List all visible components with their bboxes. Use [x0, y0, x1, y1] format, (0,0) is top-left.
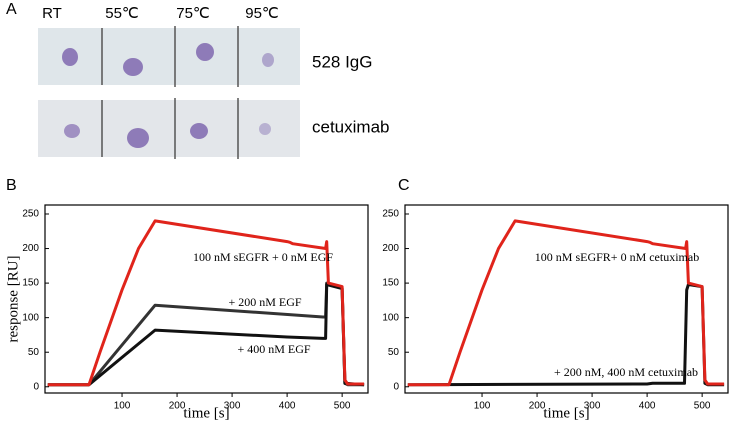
panel-label: C [398, 177, 410, 194]
y-tick-label: 100 [22, 312, 39, 323]
y-tick-label: 0 [393, 381, 399, 392]
y-tick-label: 50 [28, 347, 40, 358]
data-line [47, 219, 365, 387]
blot-strip [38, 100, 300, 157]
row-label: 528 IgG [312, 52, 373, 71]
y-tick-label: 250 [382, 209, 399, 220]
annotation: + 400 nM EGF [237, 342, 310, 356]
x-tick-label: 500 [334, 401, 351, 412]
x-tick-label: 300 [584, 401, 601, 412]
blot-strip [38, 28, 300, 85]
row-label: cetuximab [312, 117, 389, 136]
annotation: + 200 nM, 400 nM cetuximab [554, 365, 698, 379]
x-axis-label: time [s] [183, 405, 229, 421]
panel-label: B [6, 177, 17, 194]
column-label: RT [42, 5, 62, 22]
x-tick-label: 100 [114, 401, 131, 412]
x-tick-label: 400 [639, 401, 656, 412]
annotation: 100 nM sEGFR+ 0 nM cetuximab [535, 250, 699, 264]
y-tick-label: 150 [22, 278, 39, 289]
blot-dots [62, 43, 274, 148]
x-tick-label: 100 [474, 401, 491, 412]
y-tick-label: 200 [382, 243, 399, 254]
x-tick-label: 200 [529, 401, 546, 412]
x-axis-label: time [s] [543, 405, 589, 421]
column-label: 55℃ [105, 5, 139, 22]
x-tick-label: 400 [279, 401, 296, 412]
y-tick-label: 200 [22, 243, 39, 254]
x-tick-label: 200 [169, 401, 186, 412]
x-tick-label: 300 [224, 401, 241, 412]
y-tick-label: 250 [22, 209, 39, 220]
panel-label: A [6, 1, 17, 18]
plot-frame [404, 204, 729, 394]
blot-dividers [101, 26, 239, 159]
y-tick-label: 100 [382, 312, 399, 323]
column-label: 95℃ [245, 5, 279, 22]
dot-blot [38, 26, 300, 159]
y-tick-label: 0 [33, 381, 39, 392]
plot-frame [44, 204, 369, 394]
annotation: + 200 nM EGF [228, 295, 301, 309]
y-tick-label: 50 [388, 347, 400, 358]
y-tick-label: 150 [382, 278, 399, 289]
column-label: 75℃ [176, 5, 210, 22]
y-axis-label: response [RU] [5, 255, 21, 342]
annotation: 100 nM sEGFR + 0 nM EGF [193, 250, 333, 264]
data-line [407, 219, 725, 387]
x-tick-label: 500 [694, 401, 711, 412]
